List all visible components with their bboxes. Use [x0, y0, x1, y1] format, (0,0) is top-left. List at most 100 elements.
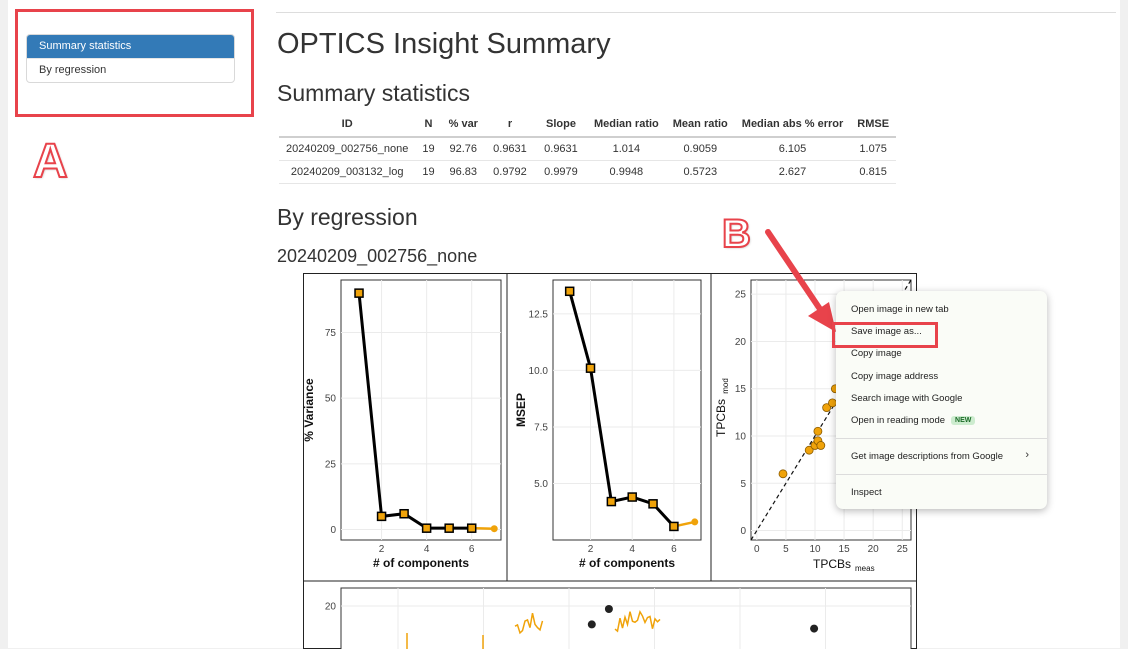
column-header: N [415, 114, 442, 138]
y-tick-label: 10 [735, 432, 747, 443]
x-tick-label: 6 [469, 544, 475, 555]
data-point [466, 523, 477, 533]
table-cell: 19 [415, 160, 442, 184]
y-tick-label: 0 [740, 526, 746, 537]
y-tick-label: 12.5 [529, 309, 549, 320]
column-header: Slope [534, 114, 587, 138]
y-tick-label: 7.5 [534, 422, 548, 433]
annotation-label-b: B [721, 212, 752, 256]
table-cell: 2.627 [734, 160, 851, 184]
column-header: Mean ratio [665, 114, 735, 138]
menu-item-copy-image-address[interactable]: Copy image address [851, 371, 939, 382]
data-point [604, 605, 613, 613]
y-axis-label: TPCBs [714, 399, 728, 437]
regression-subheading: 20240209_002756_none [277, 246, 478, 266]
x-tick-label: 15 [839, 544, 851, 555]
column-header: r [484, 114, 535, 138]
menu-item-inspect[interactable]: Inspect [851, 487, 882, 498]
data-point [627, 492, 637, 502]
data-point [810, 624, 819, 633]
y-tick-label: 25 [735, 290, 747, 301]
data-point [585, 363, 596, 373]
y-tick-label: 5.0 [534, 479, 548, 490]
nav-item-summary-statistics[interactable]: Summary statistics [27, 35, 234, 58]
x-axis-label: # of components [373, 556, 469, 570]
column-header: % var [441, 114, 485, 138]
annotation-box-a [15, 9, 254, 117]
data-point [691, 518, 699, 526]
y-tick-label: 20 [735, 337, 747, 348]
menu-item-copy-image[interactable]: Copy image [851, 348, 902, 359]
data-point [813, 426, 823, 436]
x-tick-label: 4 [424, 544, 430, 555]
table-cell: 0.9631 [534, 137, 587, 161]
x-tick-label: 6 [671, 544, 677, 555]
table-cell: 20240209_002756_none [279, 137, 416, 161]
x-tick-label: 25 [897, 544, 909, 555]
table-cell: 1.014 [586, 137, 666, 161]
table-cell: 19 [415, 137, 442, 161]
x-axis-label-subscript: meas [855, 564, 875, 573]
table-row: 20240209_002756_none 19 92.76 0.9631 0.9… [279, 137, 897, 161]
y-tick-label: 75 [325, 328, 337, 339]
data-point [822, 403, 832, 413]
data-point [376, 511, 387, 522]
regression-figure[interactable]: 0 25 50 75 2 4 6 # of components% Variance 5.0 7.… [303, 273, 917, 649]
data-point [421, 523, 432, 533]
column-header: Median abs % error [734, 114, 851, 138]
y-tick-label: 10.0 [529, 366, 549, 377]
x-tick-label: 20 [868, 544, 880, 555]
data-point [669, 521, 679, 532]
y-tick-label: 20 [325, 602, 337, 613]
data-point [444, 523, 454, 533]
data-point [564, 286, 575, 297]
column-header: ID [279, 114, 416, 138]
menu-item-label: Open in reading mode [851, 415, 946, 426]
data-point [399, 508, 409, 519]
section-heading-regression: By regression [277, 204, 418, 230]
table-cell: 20240209_003132_log [279, 160, 416, 184]
plot-area [552, 279, 702, 541]
y-tick-label: 0 [330, 525, 336, 536]
series-line [514, 613, 544, 635]
page-title: OPTICS Insight Summary [277, 28, 611, 60]
table-cell: 0.9979 [534, 160, 587, 184]
summary-statistics-table: ID N % var r Slope Median ratio Mean rat… [279, 114, 897, 184]
table-cell: 1.075 [850, 137, 897, 161]
y-tick-label: 5 [740, 479, 746, 490]
x-tick-label: 5 [783, 544, 789, 555]
x-axis-label: # of components [579, 556, 675, 570]
y-axis-label-subscript: mod [721, 378, 730, 394]
nav-item-by-regression[interactable]: By regression [27, 58, 234, 82]
sidebar-nav: Summary statistics By regression [26, 34, 235, 83]
y-axis-label: % Variance [303, 378, 316, 442]
menu-item-search-image-google[interactable]: Search image with Google [851, 393, 963, 404]
column-header: RMSE [850, 114, 897, 138]
section-heading-summary: Summary statistics [277, 80, 470, 106]
annotation-box-b [832, 322, 938, 348]
data-point [490, 525, 498, 533]
menu-separator [836, 438, 1047, 439]
table-row: 20240209_003132_log 19 96.83 0.9792 0.99… [279, 160, 897, 184]
table-cell: 0.9631 [484, 137, 535, 161]
data-point [816, 441, 826, 450]
table-cell: 0.9948 [586, 160, 666, 184]
menu-separator [836, 474, 1047, 475]
data-point [587, 620, 596, 629]
x-tick-label: 10 [809, 544, 821, 555]
annotation-label-a: A [32, 135, 69, 188]
y-tick-label: 15 [735, 384, 747, 395]
menu-item-get-image-descriptions[interactable]: Get image descriptions from Google [851, 451, 1004, 462]
context-menu: Open image in new tab Save image as... C… [836, 291, 1047, 509]
x-tick-label: 4 [629, 544, 635, 555]
x-tick-label: 2 [379, 544, 385, 555]
menu-item-save-image-as[interactable]: Save image as... [851, 326, 922, 337]
new-badge: NEW [951, 415, 976, 425]
x-tick-label: 2 [588, 544, 594, 555]
menu-item-open-reading-mode[interactable]: Open in reading mode NEW [851, 415, 976, 426]
menu-item-open-image-new-tab[interactable]: Open image in new tab [851, 304, 949, 315]
table-cell: 0.5723 [665, 160, 735, 184]
data-point [354, 288, 364, 298]
column-header: Median ratio [586, 114, 666, 138]
